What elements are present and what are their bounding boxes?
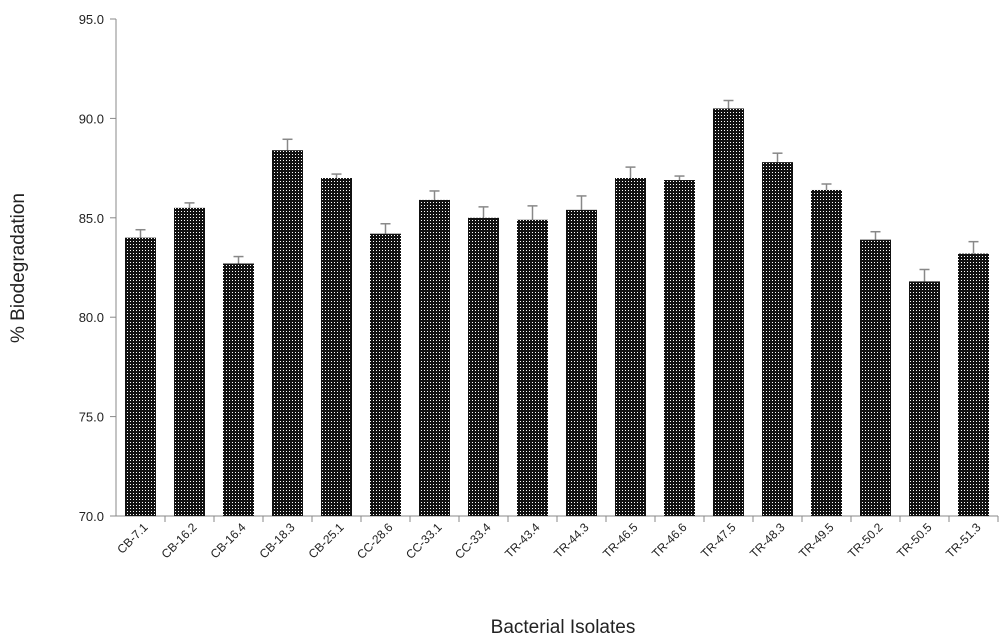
x-tick-label: TR-51.3 bbox=[943, 520, 984, 561]
x-tick-label: CC-33.1 bbox=[403, 520, 445, 562]
bar bbox=[664, 180, 695, 516]
x-tick-label: TR-44.3 bbox=[551, 520, 592, 561]
x-tick-label: CB-25.1 bbox=[306, 520, 347, 561]
bar bbox=[419, 199, 450, 516]
y-axis-title: % Biodegradation bbox=[8, 193, 29, 343]
x-tick-label: TR-46.5 bbox=[600, 520, 641, 561]
x-tick-label: TR-50.5 bbox=[894, 520, 935, 561]
bar bbox=[468, 217, 499, 517]
x-tick-label: CB-16.2 bbox=[159, 520, 200, 561]
bar bbox=[272, 150, 303, 516]
x-tick-label: CB-7.1 bbox=[114, 520, 151, 557]
y-tick-label: 90.0 bbox=[79, 111, 104, 126]
x-tick-label: CC-28.6 bbox=[354, 520, 396, 562]
bar bbox=[321, 178, 352, 517]
bar bbox=[174, 207, 205, 517]
bar bbox=[909, 281, 940, 516]
bar bbox=[713, 108, 744, 517]
y-tick-label: 70.0 bbox=[79, 509, 104, 524]
bar bbox=[811, 189, 842, 516]
y-tick-label: 95.0 bbox=[79, 12, 104, 27]
bar bbox=[370, 233, 401, 517]
bar bbox=[517, 219, 548, 516]
y-tick-label: 85.0 bbox=[79, 211, 104, 226]
bar bbox=[762, 162, 793, 517]
bar bbox=[223, 263, 254, 516]
x-tick-label: TR-48.3 bbox=[747, 520, 788, 561]
bar bbox=[860, 239, 891, 516]
y-tick-label: 75.0 bbox=[79, 410, 104, 425]
x-tick-label: TR-49.5 bbox=[796, 520, 837, 561]
x-tick-label: TR-43.4 bbox=[502, 520, 543, 561]
x-axis-title: Bacterial Isolates bbox=[491, 617, 636, 638]
y-tick-label: 80.0 bbox=[79, 310, 104, 325]
x-tick-label: CC-33.4 bbox=[452, 520, 494, 562]
bar bbox=[125, 237, 156, 516]
x-tick-label: CB-18.3 bbox=[257, 520, 298, 561]
x-tick-label: TR-46.6 bbox=[649, 520, 690, 561]
bar bbox=[958, 253, 989, 517]
x-tick-label: CB-16.4 bbox=[208, 520, 249, 561]
x-tick-label: TR-47.5 bbox=[698, 520, 739, 561]
x-tick-label: TR-50.2 bbox=[845, 520, 886, 561]
bar bbox=[615, 178, 646, 517]
bar bbox=[566, 209, 597, 516]
plot-area: 70.075.080.085.090.095.0CB-7.1 CB-16.2 CB-… bbox=[79, 12, 999, 562]
